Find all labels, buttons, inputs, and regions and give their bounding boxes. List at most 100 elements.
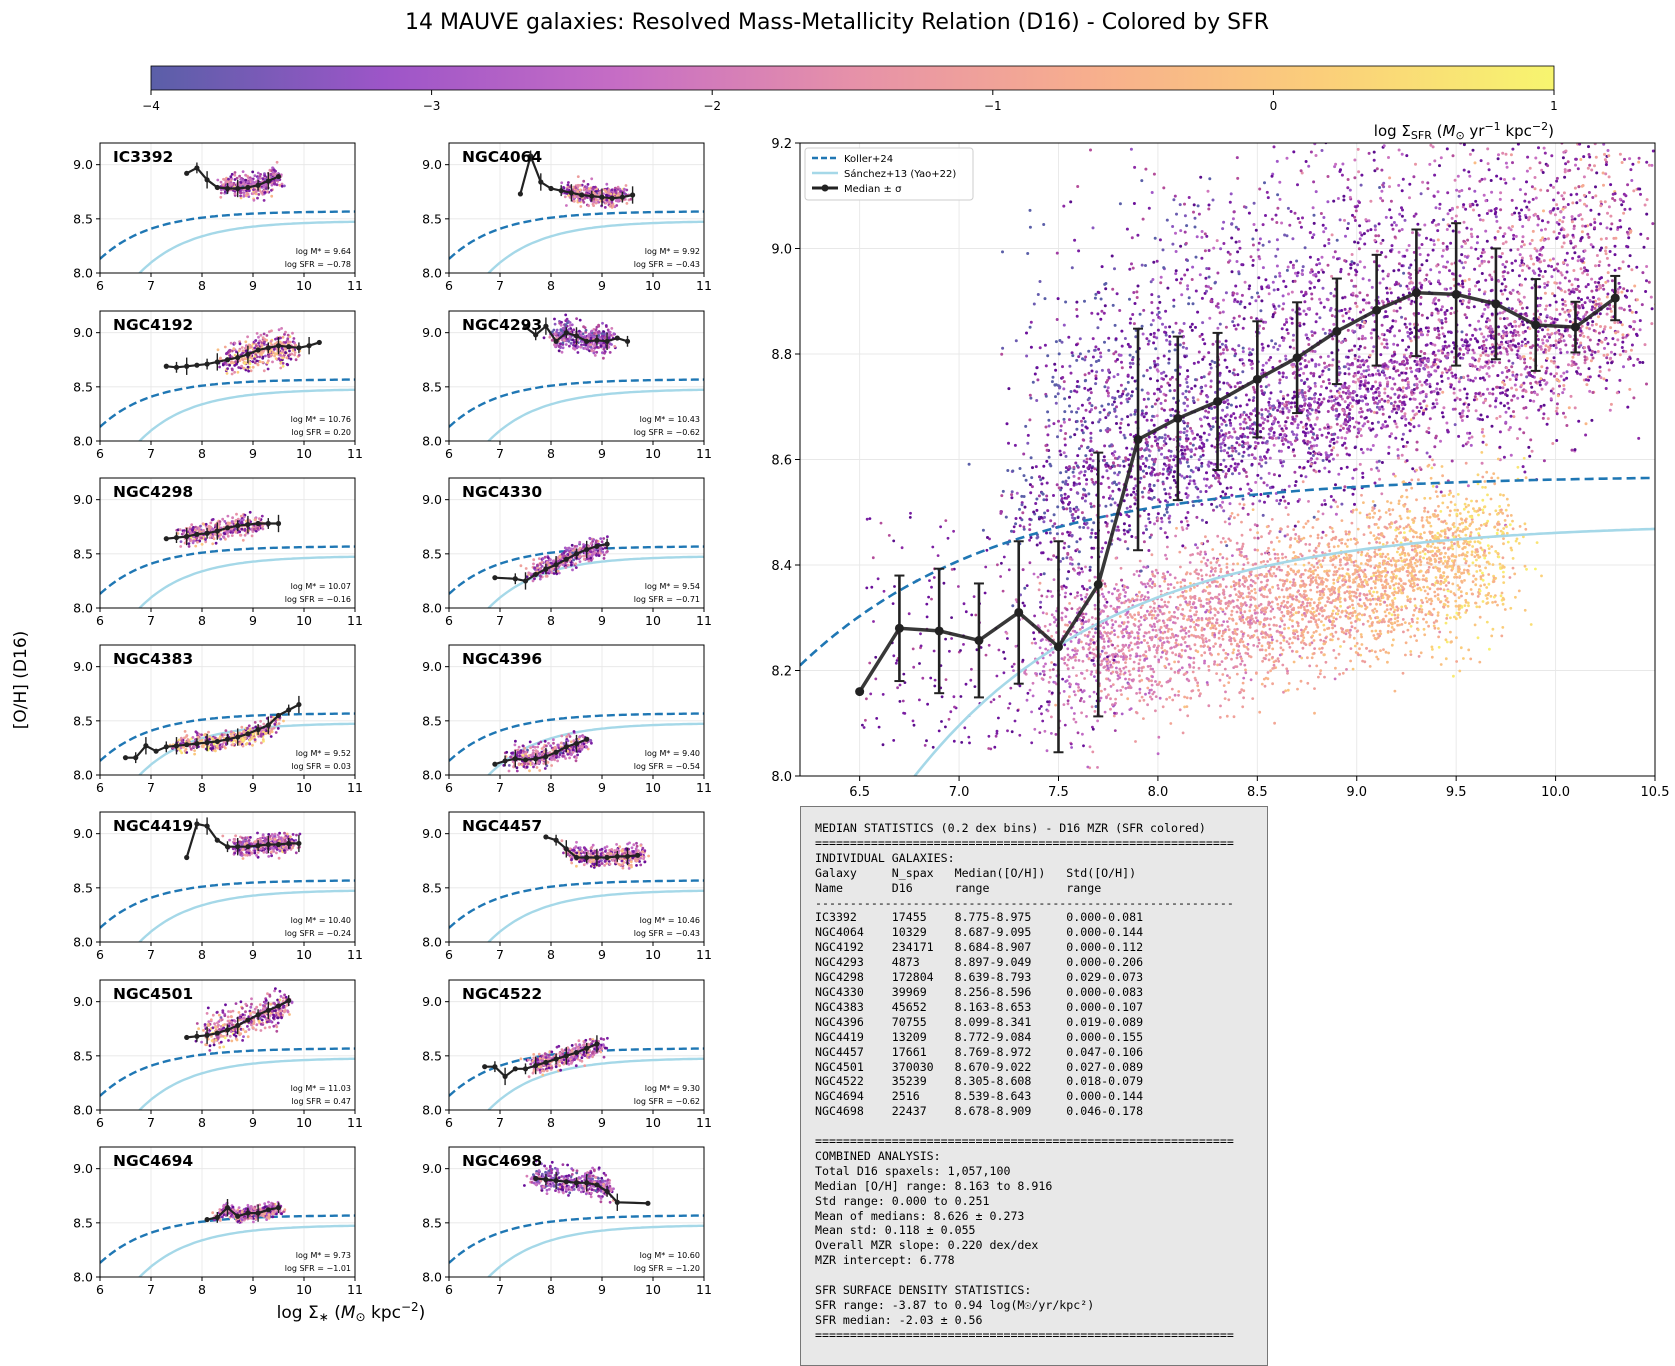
y-tick-label: 8.5 bbox=[73, 713, 93, 728]
spaxel-point bbox=[613, 345, 616, 348]
spaxel-point bbox=[641, 850, 644, 853]
spaxel-point bbox=[518, 746, 521, 749]
spaxel-point bbox=[200, 733, 203, 736]
spaxel-point bbox=[278, 857, 281, 860]
spaxel-point bbox=[567, 750, 570, 753]
spaxel-point bbox=[239, 742, 242, 745]
median-point bbox=[538, 179, 543, 184]
spaxel-point bbox=[264, 1027, 267, 1030]
spaxel-point bbox=[533, 577, 536, 580]
spaxel-point bbox=[230, 182, 233, 185]
spaxel-point bbox=[623, 188, 626, 191]
spaxel-point bbox=[274, 723, 277, 726]
spaxel-point bbox=[192, 736, 195, 739]
spaxel-point bbox=[259, 173, 262, 176]
spaxel-point bbox=[185, 748, 188, 751]
x-tick-label: 7 bbox=[147, 613, 155, 628]
spaxel-point bbox=[617, 863, 620, 866]
y-tick-label: 8.0 bbox=[73, 266, 93, 281]
spaxel-point bbox=[231, 173, 234, 176]
spaxel-point bbox=[602, 537, 605, 540]
spaxel-point bbox=[241, 346, 244, 349]
x-tick-label: 8 bbox=[547, 947, 555, 962]
spaxel-point bbox=[269, 1014, 272, 1017]
galaxy-name: NGC4192 bbox=[113, 316, 193, 334]
spaxel-point bbox=[228, 839, 231, 842]
spaxel-point bbox=[585, 848, 588, 851]
spaxel-point bbox=[255, 854, 258, 857]
logsfr-label: log SFR = 0.47 bbox=[291, 1097, 351, 1106]
spaxel-point bbox=[603, 864, 606, 867]
spaxel-point bbox=[598, 864, 601, 867]
median-point bbox=[276, 521, 281, 526]
logmass-label: log M* = 9.40 bbox=[645, 749, 700, 758]
spaxel-point bbox=[276, 1012, 279, 1015]
spaxel-point bbox=[233, 371, 236, 374]
spaxel-point bbox=[587, 347, 590, 350]
spaxel-point bbox=[616, 848, 619, 851]
spaxel-point bbox=[202, 529, 205, 532]
median-point bbox=[620, 195, 625, 200]
spaxel-point bbox=[280, 837, 283, 840]
colorbar-tick-label: −3 bbox=[423, 99, 441, 113]
y-tick-label: 9.0 bbox=[73, 659, 93, 674]
logsfr-label: log SFR = −0.54 bbox=[634, 762, 700, 771]
spaxel-point bbox=[239, 534, 242, 537]
spaxel-point bbox=[532, 766, 535, 769]
spaxel-point bbox=[231, 369, 234, 372]
spaxel-point bbox=[553, 318, 556, 321]
spaxel-point bbox=[249, 363, 252, 366]
spaxel-point bbox=[572, 748, 575, 751]
spaxel-point bbox=[253, 347, 256, 350]
spaxel-point bbox=[597, 325, 600, 328]
spaxel-point bbox=[589, 346, 592, 349]
spaxel-point bbox=[559, 342, 562, 345]
spaxel-point bbox=[190, 523, 193, 526]
spaxel-point bbox=[612, 205, 615, 208]
median-point bbox=[564, 330, 569, 335]
spaxel-point bbox=[597, 331, 600, 334]
median-point bbox=[205, 823, 210, 828]
spaxel-point bbox=[567, 740, 570, 743]
spaxel-point bbox=[229, 175, 232, 178]
spaxel-point bbox=[525, 567, 528, 570]
spaxel-point bbox=[193, 753, 196, 756]
spaxel-point bbox=[537, 742, 540, 745]
spaxel-point bbox=[292, 833, 295, 836]
spaxel-point bbox=[275, 1025, 278, 1028]
spaxel-point bbox=[252, 1019, 255, 1022]
spaxel-point bbox=[270, 340, 273, 343]
spaxel-point bbox=[573, 200, 576, 203]
spaxel-point bbox=[601, 335, 604, 338]
x-tick-label: 6 bbox=[445, 446, 453, 461]
logmass-label: log M* = 10.40 bbox=[291, 916, 351, 925]
spaxel-point bbox=[189, 540, 192, 543]
spaxel-point bbox=[264, 1002, 267, 1005]
x-tick-label: 7 bbox=[147, 1115, 155, 1130]
spaxel-point bbox=[250, 369, 253, 372]
spaxel-point bbox=[214, 524, 217, 527]
median-point bbox=[594, 855, 599, 860]
spaxel-point bbox=[570, 342, 573, 345]
colorbar-tick-label: 1 bbox=[1550, 99, 1558, 113]
x-tick-label: 10 bbox=[645, 446, 661, 461]
spaxel-point bbox=[588, 190, 591, 193]
spaxel-point bbox=[561, 351, 564, 354]
median-point bbox=[225, 1027, 230, 1032]
spaxel-point bbox=[219, 196, 222, 199]
x-tick-label: 10 bbox=[296, 947, 312, 962]
spaxel-point bbox=[588, 537, 591, 540]
spaxel-point bbox=[582, 555, 585, 558]
spaxel-point bbox=[239, 1032, 242, 1035]
spaxel-point bbox=[587, 204, 590, 207]
y-axis-label: [O/H] (D16) bbox=[11, 631, 31, 730]
spaxel-point bbox=[639, 864, 642, 867]
median-point bbox=[194, 1034, 199, 1039]
median-point bbox=[266, 1008, 271, 1013]
median-point bbox=[143, 743, 148, 748]
spaxel-point bbox=[282, 997, 285, 1000]
spaxel-point bbox=[544, 740, 547, 743]
spaxel-point bbox=[588, 560, 591, 563]
spaxel-point bbox=[254, 518, 257, 521]
